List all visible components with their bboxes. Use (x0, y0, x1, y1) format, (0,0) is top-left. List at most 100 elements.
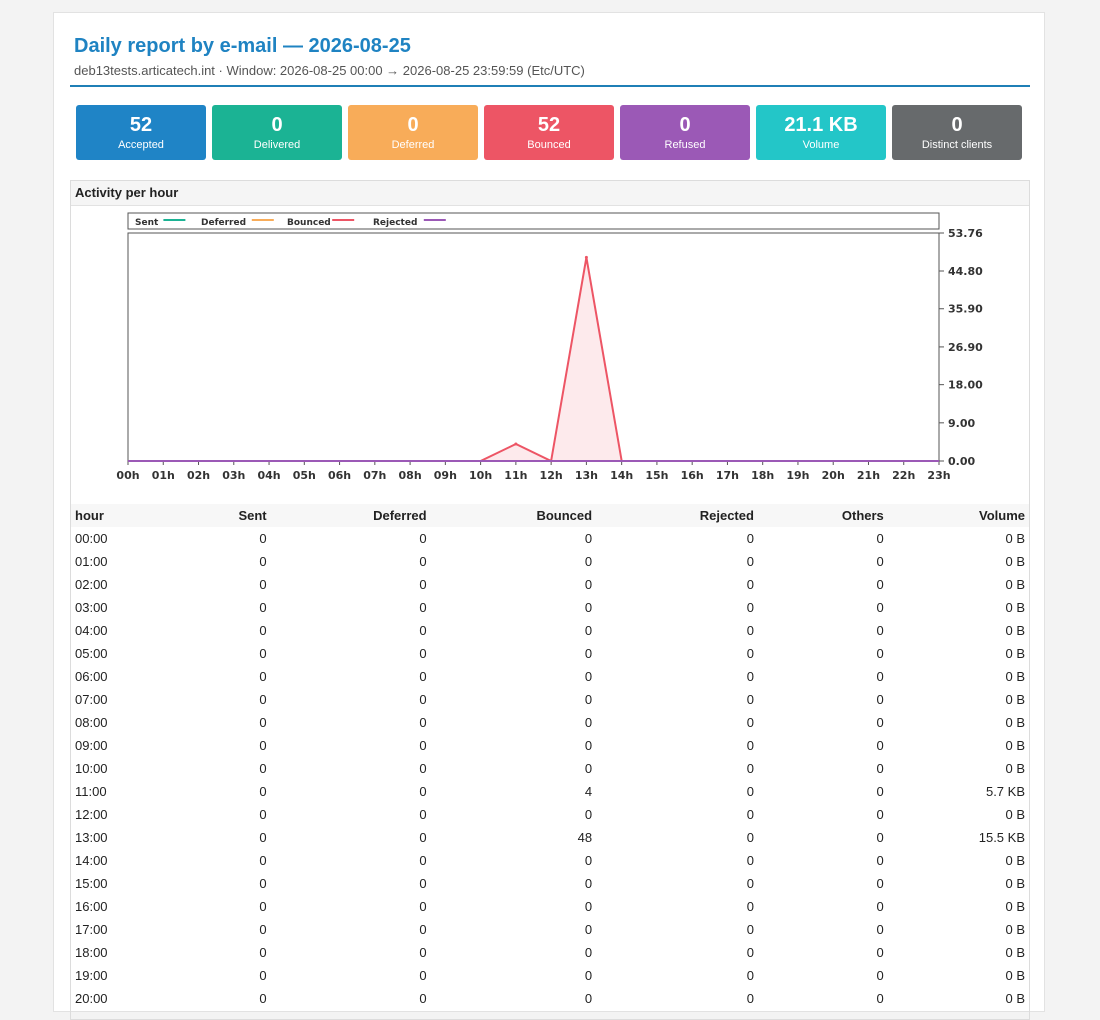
table-cell: 0 (584, 692, 593, 707)
table-cell: 17:00 (75, 922, 108, 937)
table-cell: 0 B (1005, 899, 1025, 914)
table-cell: 0 (259, 991, 267, 1006)
table-cell: 0 (419, 922, 427, 937)
table-cell: 0 (584, 715, 593, 730)
table-cell: 0 (259, 738, 267, 753)
column-header-sent: Sent (176, 504, 271, 527)
table-cell: 16:00 (75, 899, 108, 914)
table-cell: 0 B (1005, 692, 1025, 707)
table-cell: 0 (876, 600, 884, 615)
table-cell: 0 (746, 922, 754, 937)
stat-label: Volume (802, 138, 840, 151)
table-cell: 0 (876, 968, 884, 983)
table-cell: 0 (584, 531, 593, 546)
table-cell: 02:00 (75, 577, 108, 592)
table-row: 08:00 0 0 0 0 0 0 B (71, 711, 1029, 734)
table-cell: 0 B (1005, 761, 1025, 776)
table-cell: 0 (259, 623, 267, 638)
legend-label-sent: Sent (135, 218, 159, 228)
table-cell: 0 (259, 531, 267, 546)
table-cell: 0 B (1005, 554, 1025, 569)
stat-bounced: 52 Bounced (484, 105, 614, 160)
stat-value: 52 (129, 113, 153, 136)
series-line-bounced (128, 257, 939, 463)
table-cell: 0 (746, 991, 754, 1006)
table-cell: 0 B (1005, 968, 1025, 983)
activity-chart: Sent Deferred Bounced Rejected 0.00 9.00 18.00… (71, 206, 1029, 496)
table-cell: 12:00 (75, 807, 108, 822)
x-tick-label: 17h (716, 469, 739, 482)
table-cell: 0 (584, 899, 593, 914)
table-cell: 01:00 (75, 554, 108, 569)
table-cell: 0 (259, 692, 267, 707)
column-header-deferred: Deferred (270, 504, 431, 527)
table-cell: 0 (584, 991, 593, 1006)
x-tick-label: 08h (399, 469, 422, 482)
table-cell: 0 (746, 646, 754, 661)
table-row: 10:00 0 0 0 0 0 0 B (71, 757, 1029, 780)
table-row: 02:00 0 0 0 0 0 0 B (71, 573, 1029, 596)
stat-accepted: 52 Accepted (76, 105, 206, 160)
table-cell: 13:00 (75, 830, 108, 845)
data-point-bounced (514, 442, 518, 446)
table-cell: 0 (876, 784, 884, 799)
table-cell: 0 (876, 669, 884, 684)
table-cell: 0 B (1005, 531, 1025, 546)
table-row: 12:00 0 0 0 0 0 0 B (71, 803, 1029, 826)
x-tick-label: 20h (822, 469, 845, 482)
table-cell: 0 (584, 922, 593, 937)
table-cell: 0 (584, 600, 593, 615)
x-tick-label: 00h (116, 469, 139, 482)
table-row: 03:00 0 0 0 0 0 0 B (71, 596, 1029, 619)
table-cell: 0 B (1005, 853, 1025, 868)
stat-label: Delivered (253, 138, 301, 151)
table-cell: 0 (584, 669, 593, 684)
table-cell: 0 (746, 531, 754, 546)
table-cell: 0 (419, 554, 427, 569)
table-row: 01:00 0 0 0 0 0 0 B (71, 550, 1029, 573)
stat-distinct-clients: 0 Distinct clients (892, 105, 1022, 160)
table-cell: 18:00 (75, 945, 108, 960)
table-cell: 0 (746, 807, 754, 822)
table-cell: 0 (876, 554, 884, 569)
x-tick-label: 21h (857, 469, 880, 482)
table-cell: 0 (746, 577, 754, 592)
stat-value: 0 (271, 113, 283, 136)
table-cell: 0 (259, 600, 267, 615)
stat-value: 0 (679, 113, 691, 136)
x-tick-label: 10h (469, 469, 492, 482)
table-cell: 0 (259, 899, 267, 914)
table-cell: 0 (259, 715, 267, 730)
x-tick-label: 04h (257, 469, 280, 482)
table-cell: 0 (584, 554, 593, 569)
table-cell: 0 (419, 623, 427, 638)
x-tick-label: 05h (293, 469, 316, 482)
x-tick-label: 06h (328, 469, 351, 482)
table-cell: 0 B (1005, 738, 1025, 753)
table-cell: 0 (746, 968, 754, 983)
table-cell: 0 (746, 554, 754, 569)
table-cell: 0 (419, 784, 427, 799)
table-cell: 5.7 KB (985, 784, 1025, 799)
table-cell: 0 (746, 761, 754, 776)
table-cell: 0 (259, 807, 267, 822)
table-cell: 0 (876, 853, 884, 868)
table-cell: 0 (584, 761, 593, 776)
y-tick-label: 44.80 (948, 265, 983, 278)
table-cell: 0 (259, 669, 267, 684)
table-cell: 15:00 (75, 876, 108, 891)
stat-value: 52 (537, 113, 561, 136)
table-row: 11:00 0 0 4 0 0 5.7 KB (71, 780, 1029, 803)
stat-value: 21.1 KB (784, 113, 858, 136)
table-cell: 0 B (1005, 991, 1025, 1006)
table-cell: 0 (746, 669, 754, 684)
table-cell: 0 (746, 692, 754, 707)
table-row: 19:00 0 0 0 0 0 0 B (71, 964, 1029, 987)
table-cell: 0 (876, 922, 884, 937)
x-tick-label: 15h (645, 469, 668, 482)
stat-value: 0 (407, 113, 419, 136)
x-tick-label: 01h (152, 469, 175, 482)
table-cell: 0 (584, 876, 593, 891)
table-cell: 0 (584, 738, 593, 753)
stat-volume: 21.1 KB Volume (756, 105, 886, 160)
